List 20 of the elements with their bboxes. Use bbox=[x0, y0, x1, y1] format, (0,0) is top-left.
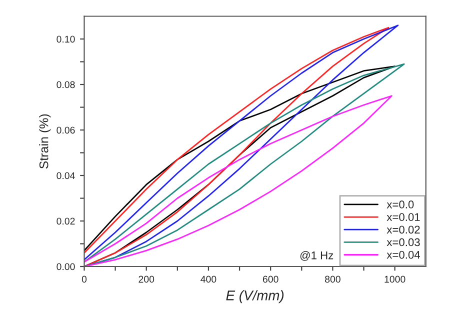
x-tick-label: 600 bbox=[262, 276, 278, 283]
legend-label: x=0.03 bbox=[386, 238, 420, 246]
annotation: @1 Hz bbox=[300, 251, 334, 261]
legend-label: x=0.04 bbox=[386, 250, 420, 259]
x-tick-label: 400 bbox=[200, 276, 216, 283]
y-tick-label: 0.08 bbox=[56, 81, 75, 88]
x-tick-label: 1000 bbox=[384, 276, 406, 283]
y-tick-label: 0.02 bbox=[56, 218, 75, 225]
x-tick-label: 200 bbox=[138, 276, 154, 283]
legend-label: x=0.01 bbox=[386, 213, 420, 222]
x-axis-title: E (V/mm) bbox=[226, 290, 284, 304]
y-tick-label: 0.00 bbox=[56, 263, 75, 270]
legend-label: x=0.02 bbox=[386, 226, 420, 234]
legend-label: x=0.0 bbox=[386, 200, 414, 208]
y-axis-title: Strain (%) bbox=[39, 114, 51, 169]
y-tick-label: 0.10 bbox=[56, 36, 75, 43]
x-tick-label: 800 bbox=[325, 276, 340, 283]
y-tick-label: 0.06 bbox=[56, 126, 75, 134]
x-tick-label: 0 bbox=[82, 276, 87, 283]
y-tick-label: 0.04 bbox=[56, 172, 75, 180]
